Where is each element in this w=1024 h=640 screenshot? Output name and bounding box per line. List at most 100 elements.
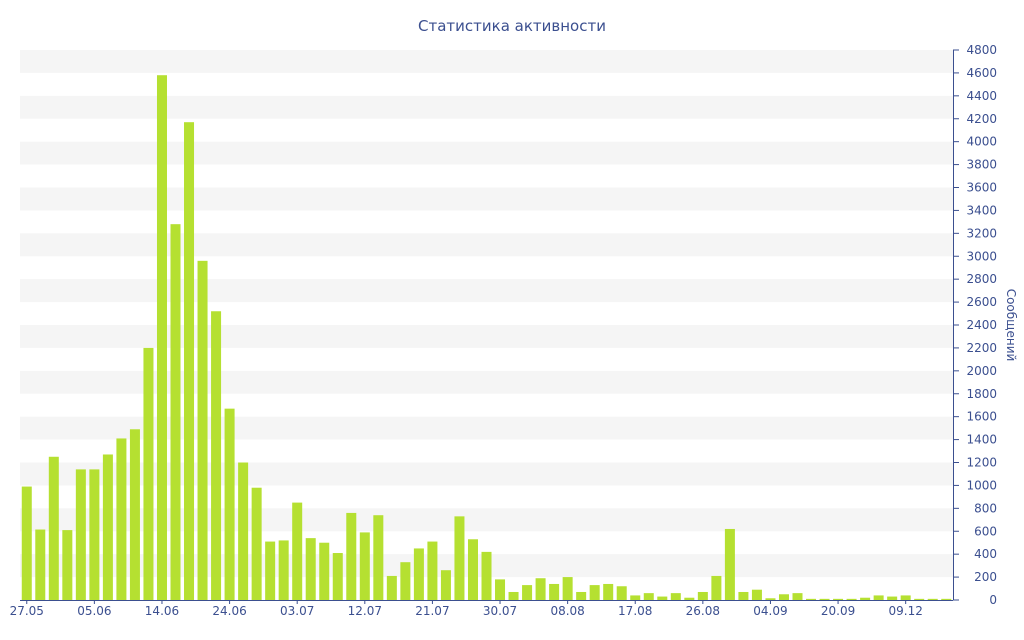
grid-band bbox=[20, 50, 953, 73]
y-tick-label: 2000 bbox=[966, 364, 997, 378]
bar bbox=[102, 454, 113, 600]
bar bbox=[792, 593, 803, 601]
grid-band bbox=[20, 370, 953, 394]
y-tick-label: 1000 bbox=[966, 478, 997, 492]
x-tick-label: 05.06 bbox=[77, 604, 111, 618]
y-tick-label: 2400 bbox=[966, 318, 997, 332]
bar bbox=[454, 516, 465, 600]
y-tick-label: 4200 bbox=[966, 112, 997, 126]
bar bbox=[427, 541, 438, 600]
x-tick-label: 21.07 bbox=[415, 604, 449, 618]
x-tick-label: 04.09 bbox=[753, 604, 787, 618]
chart-title: Статистика активности bbox=[418, 17, 606, 35]
bar bbox=[48, 456, 59, 600]
bar bbox=[224, 408, 235, 600]
grid-band bbox=[20, 279, 953, 303]
y-tick-label: 4000 bbox=[966, 135, 997, 149]
grid-band bbox=[20, 233, 953, 257]
y-axis: 0 200 400 600 800 1000 1200 1400 1600 1800 2000 220… bbox=[953, 43, 997, 607]
bar bbox=[765, 598, 776, 600]
y-tick-label: 4400 bbox=[966, 89, 997, 103]
x-tick-label: 17.08 bbox=[618, 604, 652, 618]
bar bbox=[535, 578, 546, 600]
bar bbox=[941, 598, 952, 600]
bar bbox=[549, 583, 560, 600]
bar bbox=[833, 598, 844, 600]
x-axis: 27.05 05.06 14.06 24.06 03.07 12.07 21.07 30.07… bbox=[10, 600, 953, 618]
y-tick-label: 3200 bbox=[966, 226, 997, 240]
y-tick-label: 1400 bbox=[966, 433, 997, 447]
bar bbox=[846, 598, 857, 600]
bar bbox=[887, 596, 898, 600]
bar-series bbox=[21, 75, 952, 601]
x-tick-label: 24.06 bbox=[212, 604, 246, 618]
bar bbox=[873, 595, 884, 600]
x-tick-label: 08.08 bbox=[550, 604, 584, 618]
x-tick-label: 26.08 bbox=[686, 604, 720, 618]
bar bbox=[156, 75, 167, 600]
bar bbox=[630, 595, 641, 600]
y-tick-label: 4800 bbox=[966, 43, 997, 57]
bar bbox=[643, 593, 654, 601]
bar bbox=[116, 438, 127, 600]
bar bbox=[697, 591, 708, 600]
bar bbox=[170, 224, 181, 601]
x-tick-label: 20.09 bbox=[821, 604, 855, 618]
bar bbox=[143, 347, 154, 600]
y-tick-label: 3800 bbox=[966, 158, 997, 172]
bar bbox=[751, 589, 762, 600]
x-tick-label: 30.07 bbox=[483, 604, 517, 618]
y-tick-label: 400 bbox=[974, 547, 997, 561]
bar bbox=[562, 577, 573, 600]
bar bbox=[616, 586, 627, 600]
bar bbox=[508, 591, 519, 600]
bar bbox=[670, 593, 681, 601]
bar bbox=[373, 515, 384, 600]
x-tick-label: 12.07 bbox=[348, 604, 382, 618]
bar bbox=[589, 585, 600, 600]
y-tick-label: 4600 bbox=[966, 66, 997, 80]
y-tick-label: 0 bbox=[989, 593, 997, 607]
bar bbox=[657, 596, 668, 600]
y-tick-label: 1200 bbox=[966, 456, 997, 470]
bar bbox=[319, 542, 330, 600]
bar bbox=[413, 548, 424, 600]
y-tick-label: 600 bbox=[974, 524, 997, 538]
y-axis-title: Сообщений bbox=[1004, 289, 1018, 362]
bar bbox=[711, 575, 722, 600]
grid-band bbox=[20, 462, 953, 486]
bar bbox=[62, 530, 73, 600]
bar bbox=[684, 597, 695, 600]
bar bbox=[467, 539, 478, 600]
bar bbox=[927, 598, 938, 600]
bar bbox=[129, 429, 140, 600]
bar bbox=[21, 486, 32, 600]
bar bbox=[292, 502, 303, 600]
bar bbox=[305, 538, 316, 601]
x-tick-label: 14.06 bbox=[145, 604, 179, 618]
grid-band bbox=[20, 187, 953, 211]
x-tick-label: 03.07 bbox=[280, 604, 314, 618]
grid-bands bbox=[20, 50, 953, 578]
bar bbox=[806, 598, 817, 600]
grid-band bbox=[20, 141, 953, 165]
y-tick-label: 2200 bbox=[966, 341, 997, 355]
bar bbox=[332, 553, 343, 600]
bar bbox=[278, 540, 289, 600]
bar bbox=[440, 570, 451, 600]
x-tick-label: 27.05 bbox=[10, 604, 44, 618]
bar bbox=[386, 575, 397, 600]
bar bbox=[197, 260, 208, 600]
x-tick-label: 09.12 bbox=[888, 604, 922, 618]
bar bbox=[724, 528, 735, 600]
y-tick-label: 2800 bbox=[966, 272, 997, 286]
bar bbox=[900, 595, 911, 600]
bar bbox=[35, 529, 46, 600]
bar bbox=[495, 579, 506, 601]
bar bbox=[819, 598, 830, 600]
bar bbox=[238, 462, 249, 600]
y-tick-label: 800 bbox=[974, 501, 997, 515]
y-tick-label: 2600 bbox=[966, 295, 997, 309]
